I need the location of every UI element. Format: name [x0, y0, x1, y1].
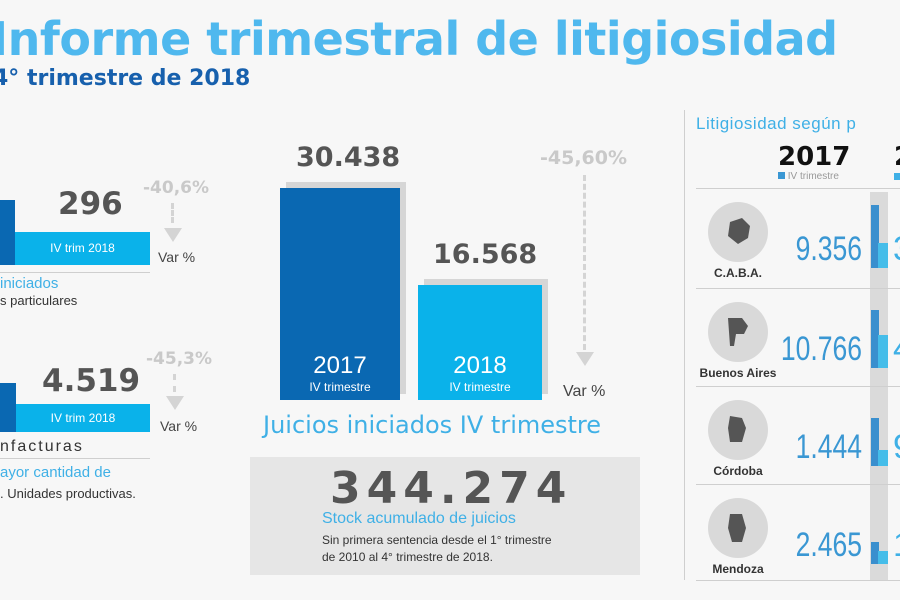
- year-2018: 2: [894, 142, 900, 172]
- legend-swatch: [778, 172, 785, 179]
- block-caption-blue: ayor cantidad de: [0, 464, 111, 481]
- province-value-2018: 9: [893, 428, 900, 467]
- stock-note: Sin primera sentencia desde el 1° trimes…: [322, 533, 552, 547]
- province-value-2018: 3: [893, 230, 900, 269]
- stock-value: 344.274: [330, 463, 573, 514]
- stock-label: Stock acumulado de juicios: [322, 510, 516, 527]
- bar-year: 2018: [453, 351, 507, 379]
- provinces-title: Litigiosidad según p: [696, 114, 857, 133]
- bar-2017: [0, 200, 15, 265]
- page-title: Informe trimestral de litigiosidad: [0, 12, 838, 66]
- legend-label: IV trimestre: [787, 171, 839, 182]
- row-divider: [696, 484, 900, 485]
- variation: -40,6%: [143, 178, 210, 198]
- row-divider: [696, 386, 900, 387]
- dashed-line: [173, 374, 176, 392]
- row-divider: [696, 188, 900, 189]
- year-2017: 2017: [778, 142, 851, 172]
- province-value-2018: 1: [893, 526, 900, 565]
- data-label-2017: 30.438: [296, 142, 401, 173]
- province-bar-2018: [878, 335, 888, 368]
- bar-2017: [0, 383, 16, 432]
- stock-note: de 2010 al 4° trimestre de 2018.: [322, 550, 493, 564]
- province-value-2017: 9.356: [795, 230, 862, 268]
- stat-value: 4.519: [42, 363, 141, 399]
- stock-panel: 344.274 Stock acumulado de juicios Sin p…: [250, 457, 640, 575]
- page-subtitle: 4° trimestre de 2018: [0, 66, 251, 91]
- variation: -45,3%: [146, 349, 213, 369]
- row-divider: [696, 288, 900, 289]
- block-heading: iniciados: [0, 275, 59, 292]
- bar-2017: 2017 IV trimestre: [280, 188, 400, 400]
- var-label: Var %: [158, 249, 196, 265]
- data-label-2018: 16.568: [433, 238, 538, 270]
- province-bar-2017: [871, 310, 879, 368]
- province-name: Córdoba: [713, 464, 763, 478]
- var-label: Var %: [160, 418, 198, 434]
- dashed-line: [171, 203, 174, 223]
- variation: -45,60%: [540, 147, 628, 169]
- block-caption: s particulares: [0, 293, 78, 308]
- province-map-icon: [708, 302, 768, 362]
- province-bar-2018: [878, 551, 888, 564]
- province-bar-2018: [878, 243, 888, 268]
- arrow-down-icon: [166, 396, 184, 410]
- province-bar-2017: [871, 542, 879, 564]
- arrow-down-icon: [164, 228, 182, 242]
- bar-year: 2017: [313, 352, 367, 379]
- province-value-2017: 10.766: [780, 330, 862, 368]
- province-map-icon: [708, 400, 768, 460]
- province-value-2018: 4: [893, 330, 900, 369]
- divider: [0, 272, 150, 273]
- province-value-2017: 1.444: [795, 428, 862, 466]
- province-name: C.A.B.A.: [714, 266, 762, 280]
- province-map-icon: [708, 498, 768, 558]
- chart-title: Juicios iniciados IV trimestre: [263, 411, 602, 439]
- arrow-down-icon: [576, 352, 594, 366]
- bar-sublabel: IV trimestre: [449, 379, 511, 394]
- province-name: Buenos Aires: [699, 366, 777, 380]
- bar-2018: IV trim 2018: [16, 404, 150, 432]
- bar-2018: IV trim 2018: [15, 232, 150, 265]
- province-bar-2018: [878, 450, 888, 466]
- province-bar-2017: [871, 205, 879, 268]
- province-value-2017: 2.465: [795, 526, 862, 564]
- block-caption: . Unidades productivas.: [0, 486, 136, 501]
- bar-2018: 2018 IV trimestre: [418, 284, 542, 400]
- panel-divider: [684, 110, 685, 580]
- bar-sublabel: IV trimestre: [309, 380, 371, 394]
- row-divider: [696, 580, 900, 581]
- province-bar-2017: [871, 418, 879, 466]
- block-heading: nfacturas: [0, 438, 84, 455]
- province-map-icon: [708, 202, 768, 262]
- dashed-line: [583, 175, 586, 350]
- legend-2017: IV trimestre: [778, 171, 839, 182]
- divider: [0, 458, 150, 459]
- province-name: Mendoza: [712, 562, 764, 576]
- legend-swatch: [894, 173, 900, 180]
- stat-value: 296: [58, 186, 123, 222]
- var-label: Var %: [563, 383, 606, 400]
